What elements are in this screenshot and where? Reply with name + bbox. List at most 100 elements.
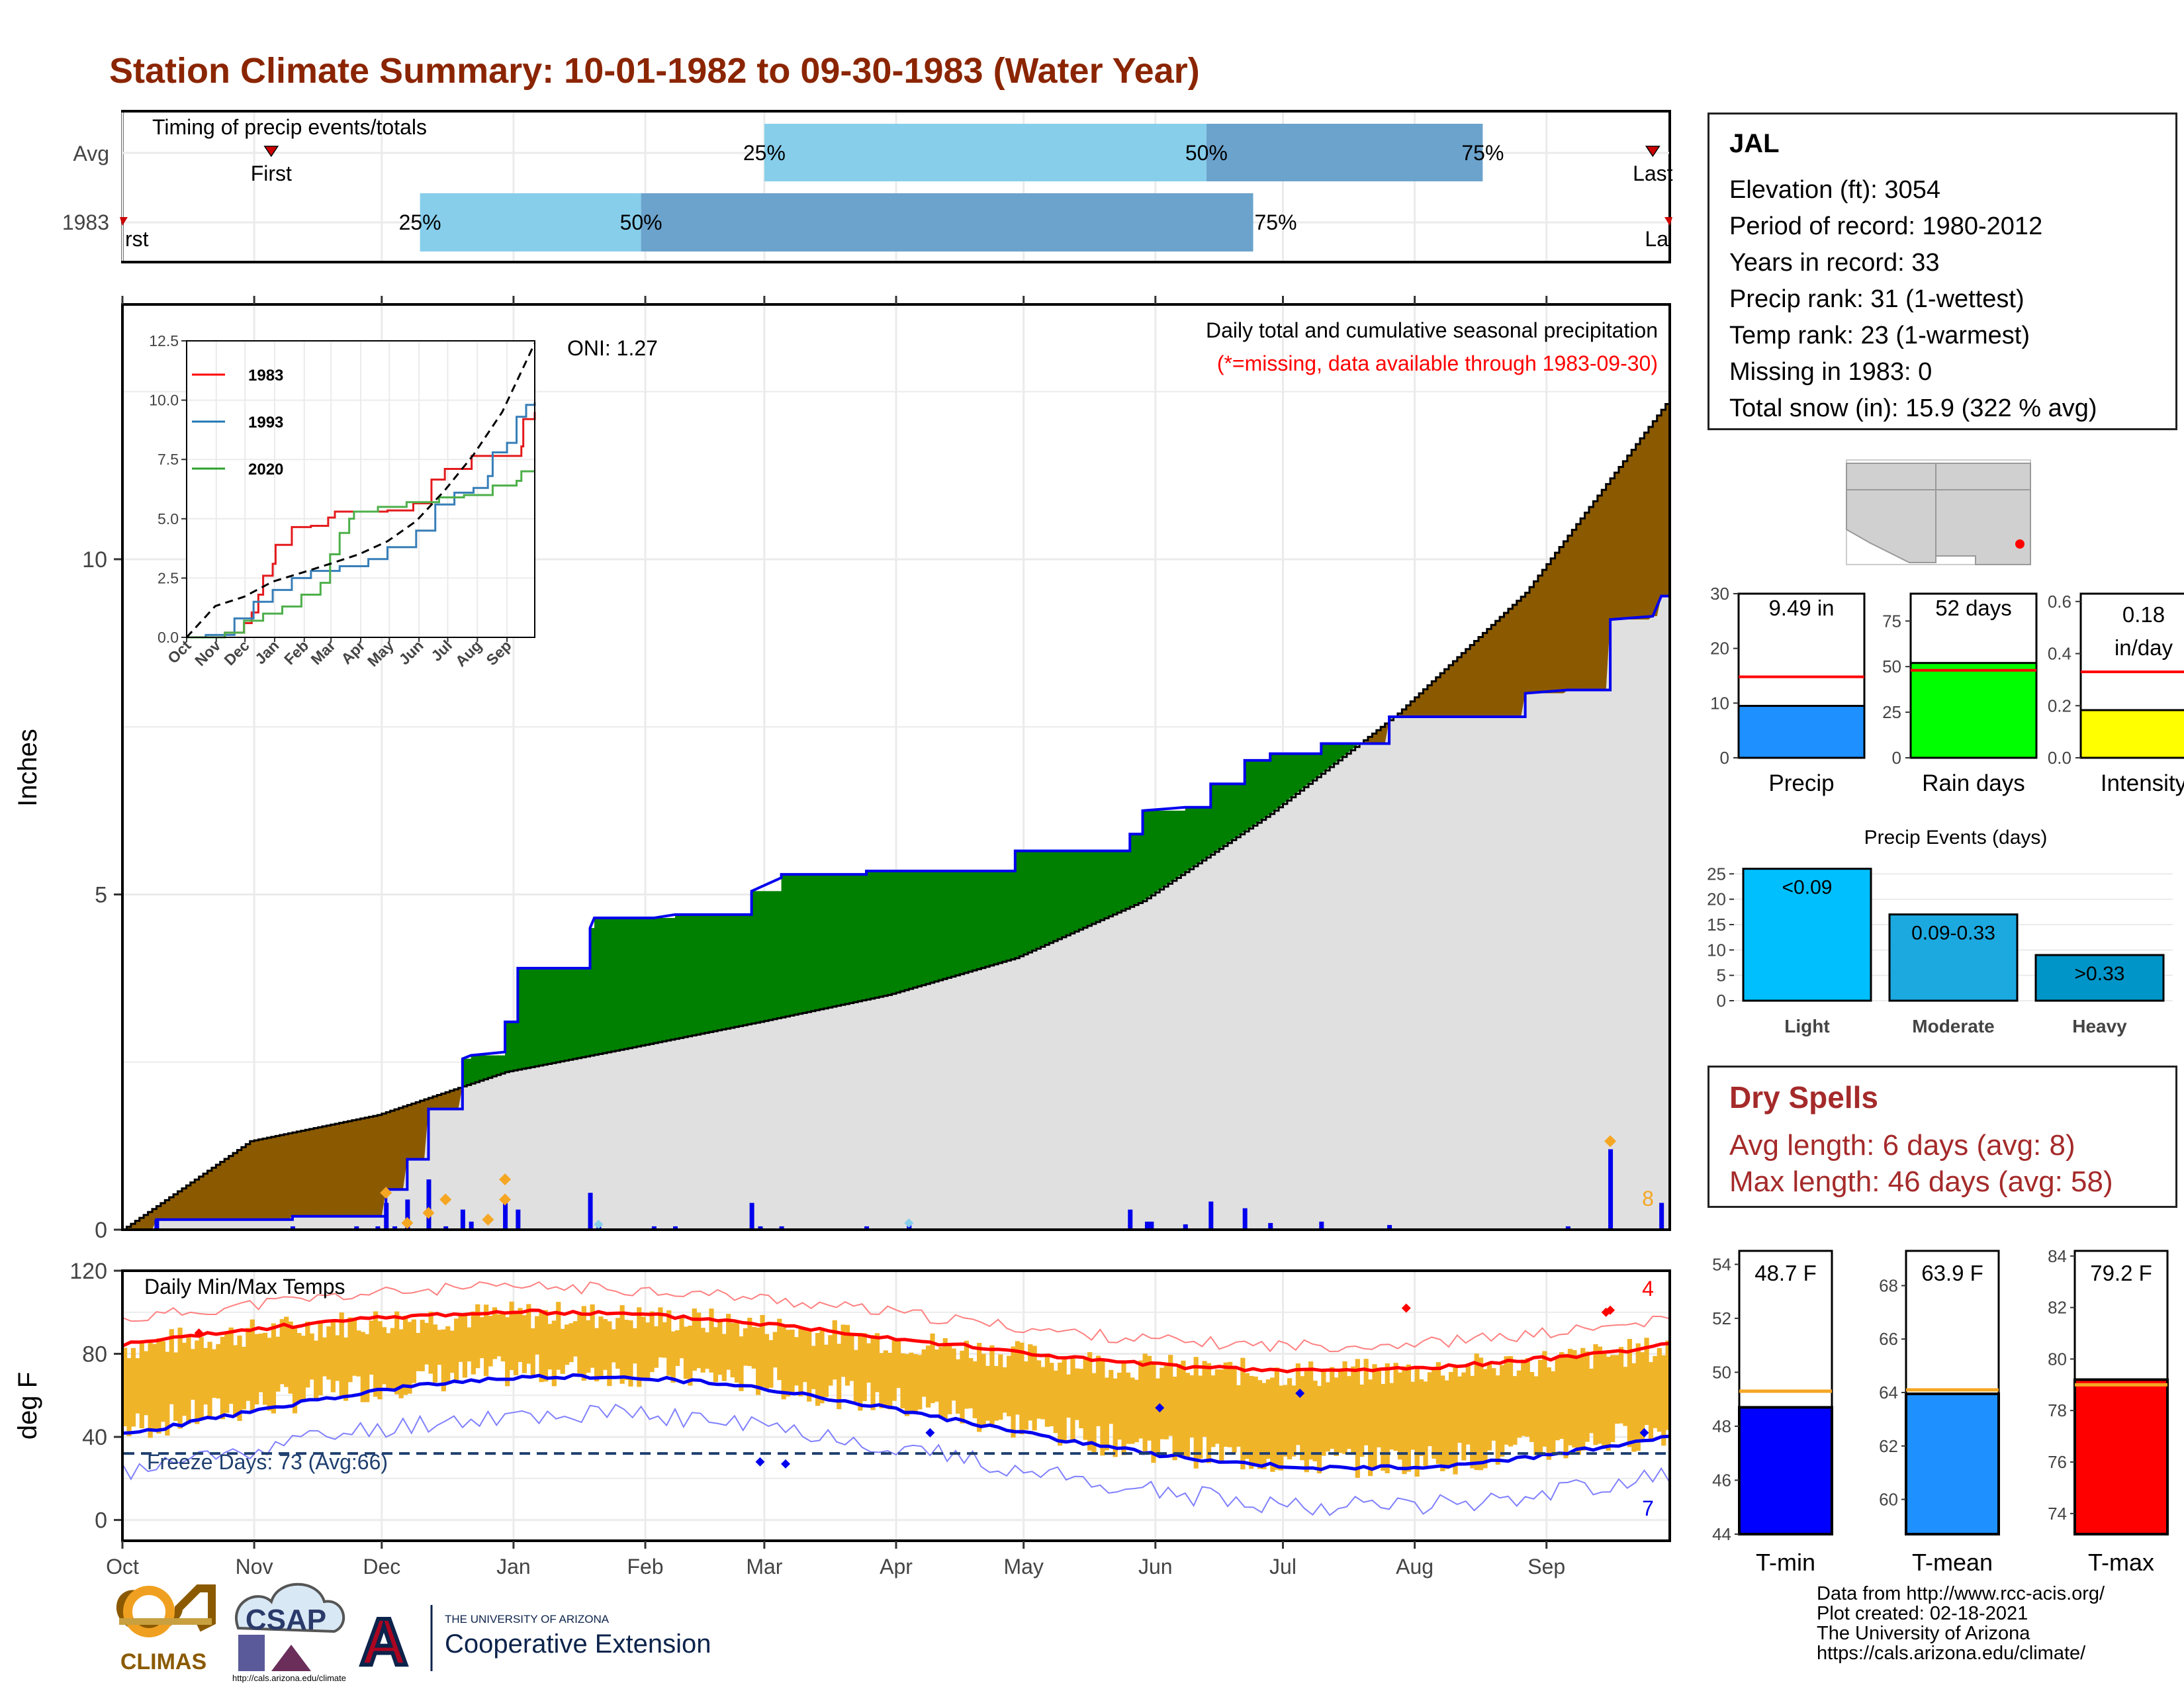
temp-summary-bars: 44 46 48 50 52 54 48.7 F T-min 60 62 64 66 68 63.9 F T… [1712,1246,2169,1576]
above-avg-area [513,1021,518,1071]
daily-temp-range-bar [917,1355,923,1410]
month-tick-label: Feb [627,1555,663,1578]
above-avg-area [1342,743,1347,757]
below-avg-area [318,1127,323,1216]
temp-bar-value: 48.7 F [1754,1261,1817,1285]
above-avg-area [768,891,774,1021]
daily-temp-range-bar [1602,1351,1607,1449]
mini-bar-tick-label: 0.0 [2048,748,2071,768]
below-avg-area [1423,689,1428,717]
record-temp-marker [755,1457,765,1467]
daily-temp-range-bar [1172,1377,1177,1461]
daily-temp-range-bar [1312,1381,1318,1461]
daily-precip-bar [392,1226,398,1230]
daily-precip-bar [443,1226,449,1230]
below-avg-area [199,1176,204,1220]
daily-temp-range-bar [1449,1372,1454,1466]
daily-temp-range-bar [228,1327,234,1404]
daily-temp-range-bar [653,1326,659,1368]
daily-temp-range-bar [879,1353,884,1408]
daily-precip-bar [749,1203,754,1230]
daily-temp-range-bar [1287,1378,1293,1459]
daily-temp-range-bar [1007,1355,1012,1416]
above-avg-area [1104,850,1109,919]
above-avg-area [951,871,956,977]
daily-temp-range-bar [1185,1373,1190,1459]
daily-temp-range-bar [547,1324,553,1370]
below-avg-area [186,1185,191,1220]
daily-temp-range-bar [165,1351,170,1436]
below-avg-area [279,1135,285,1220]
daily-temp-range-bar [1249,1375,1254,1469]
daily-temp-range-bar [768,1340,774,1388]
below-avg-area [1588,506,1594,690]
below-avg-area [1627,455,1632,620]
above-avg-area [1087,850,1093,926]
below-avg-area [373,1116,378,1216]
above-avg-area [1058,850,1063,940]
daily-temp-range-bar [619,1305,625,1384]
daily-temp-range-bar [267,1338,272,1411]
daily-temp-range-bar [1363,1359,1369,1445]
below-avg-area [275,1136,281,1220]
daily-temp-range-bar [586,1320,591,1373]
daily-temp-range-bar [751,1326,756,1369]
below-avg-area [156,1206,161,1220]
above-avg-area [509,1021,514,1072]
below-avg-area [326,1125,332,1216]
daily-temp-range-bar [386,1333,391,1389]
above-avg-area [1053,850,1058,941]
above-avg-area [819,874,825,1010]
temp-bar-tick-label: 60 [1879,1490,1898,1510]
below-avg-area [130,1224,136,1230]
above-avg-area [475,1055,480,1083]
below-avg-area [288,1133,293,1220]
mini-bar-tick-label: 30 [1710,584,1729,604]
daily-temp-range-bar [288,1321,293,1394]
daily-temp-range-bar [296,1333,302,1402]
daily-precip-bar [154,1219,159,1230]
above-avg-area [981,871,986,968]
above-avg-area [1308,753,1314,784]
daily-temp-range-bar [1618,1347,1624,1424]
above-avg-area [1062,850,1067,938]
above-avg-area [1044,850,1050,945]
daily-temp-range-bar [1151,1361,1156,1463]
daily-temp-range-bar [1257,1380,1263,1469]
above-avg-area [815,874,820,1011]
below-avg-area [1474,641,1479,717]
daily-temp-range-bar [1665,1340,1670,1430]
daily-temp-range-bar [1198,1375,1203,1459]
timing-q75-label: 75% [1255,210,1297,234]
daily-temp-range-bar [1155,1378,1161,1453]
above-avg-area [921,871,927,985]
above-avg-area [1007,871,1012,961]
daily-temp-range-bar [1397,1372,1403,1460]
daily-temp-range-bar [1623,1367,1628,1426]
above-avg-area [1142,810,1148,901]
csap-logo-text: CSAP [246,1604,326,1636]
daily-temp-range-bar [615,1318,621,1369]
below-avg-area [1470,645,1475,717]
below-avg-area [1551,558,1556,694]
daily-temp-range-bar [1410,1381,1416,1450]
daily-temp-range-bar [1163,1365,1169,1440]
temp-bar-tick-label: 44 [1712,1524,1731,1544]
above-avg-area [844,874,850,1004]
below-avg-area [1635,443,1641,620]
above-avg-area [1202,807,1207,861]
below-avg-area [381,1113,387,1216]
daily-temp-range-bar [1210,1375,1216,1447]
daily-temp-range-bar [807,1331,812,1402]
below-avg-area [449,1091,455,1109]
above-avg-area [1257,760,1262,823]
daily-temp-range-bar [565,1324,570,1365]
daily-temp-range-bar [602,1319,608,1370]
above-avg-area [807,874,812,1013]
above-avg-area [598,917,604,1054]
below-avg-area [1453,661,1458,717]
above-avg-area [679,914,684,1038]
daily-temp-range-bar [1495,1375,1500,1465]
timing-row-label-avg: Avg [73,142,109,165]
